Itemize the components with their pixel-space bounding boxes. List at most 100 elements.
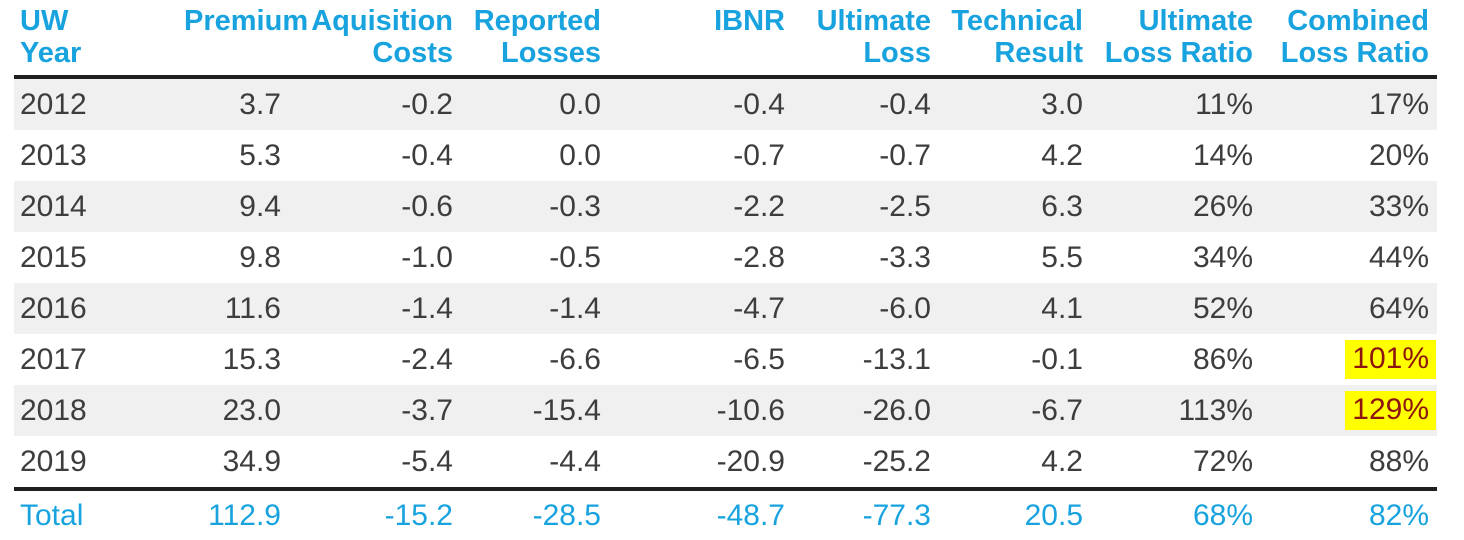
cell-ibnr: -0.7 [733,138,785,172]
cell-ultimate_loss_ratio: 34% [1192,240,1253,274]
cell-combined_loss_ratio: 20% [1368,138,1429,172]
cell-ultimate_loss: -25.2 [862,444,931,478]
cell-ultimate_loss: -3.3 [879,240,931,274]
cell-premium: 5.3 [239,138,281,172]
column-header-ibnr: IBNR [609,0,793,79]
cell-combined_loss_ratio: 101% [1261,334,1437,385]
cell-acquisition_costs: -0.2 [401,87,453,121]
cell-reported_losses: -0.5 [549,240,601,274]
cell-acquisition_costs: -2.4 [401,342,453,376]
cell-reported_losses: -28.5 [461,487,609,540]
cell-combined_loss_ratio: 82% [1261,487,1437,540]
cell-reported_losses: -1.4 [549,291,601,325]
cell-reported_losses: 0.0 [559,138,601,172]
cell-premium: 11.6 [224,291,281,325]
table-row-2017: 2017 15.3 -2.4 -6.6 -6.5 -13.1 -0.1 86% 101% [14,334,1437,385]
cell-reported_losses: 0.0 [559,87,601,121]
cell-ibnr: -0.4 [733,87,785,121]
table-row-2012: 2012 3.7 -0.2 0.0 -0.4 -0.4 3.0 11% 17% [14,77,1437,130]
total-row: Total 112.9 -15.2 -28.5 -48.7 -77.3 20.5 68% 82% [14,487,1437,540]
table-row-2018: 2018 23.0 -3.7 -15.4 -10.6 -26.0 -6.7 113% 129% [14,385,1437,436]
column-header-reported_losses: Reported Losses [461,0,609,79]
column-header-acquisition_costs: Aquisition Costs [289,0,461,79]
cell-uw_year: 2019 [20,444,87,478]
table-row-2019: 2019 34.9 -5.4 -4.4 -20.9 -25.2 4.2 72% 88% [14,436,1437,489]
cell-acquisition_costs: -0.4 [401,138,453,172]
cell-ultimate_loss_ratio: 68% [1091,487,1261,540]
cell-ultimate_loss_ratio: 72% [1192,444,1253,478]
cell-combined_loss_ratio: 17% [1368,87,1429,121]
cell-premium: 112.9 [184,487,289,540]
column-header-premium: Premium [184,0,308,79]
table-row-2014: 2014 9.4 -0.6 -0.3 -2.2 -2.5 6.3 26% 33% [14,181,1437,232]
cell-acquisition_costs: -15.2 [289,487,461,540]
cell-combined_loss_ratio: 129% [1261,385,1437,436]
cell-ibnr: -4.7 [733,291,785,325]
cell-combined_loss_ratio: 88% [1368,444,1429,478]
cell-combined_loss_ratio: 64% [1368,291,1429,325]
table-header: UW Year Premium Aquisition Costs Reported L… [14,0,1437,79]
cell-ultimate_loss_ratio: 113% [1178,393,1253,427]
cell-ibnr: -20.9 [716,444,785,478]
cell-premium: 34.9 [222,444,281,478]
cell-acquisition_costs: -3.7 [401,393,453,427]
cell-uw_year: 2018 [20,393,87,427]
cell-acquisition_costs: -5.4 [401,444,453,478]
cell-uw_year: 2012 [20,87,87,121]
cell-ultimate_loss_ratio: 86% [1192,342,1253,376]
cell-ultimate_loss: -6.0 [879,291,931,325]
cell-combined_loss_ratio: 44% [1368,240,1429,274]
cell-ultimate_loss_ratio: 14% [1192,138,1253,172]
table-row-2016: 2016 11.6 -1.4 -1.4 -4.7 -6.0 4.1 52% 64% [14,283,1437,334]
uw-year-results-table: UW Year Premium Aquisition Costs Reported L… [14,0,1437,540]
cell-technical_result: 6.3 [1041,189,1083,223]
cell-reported_losses: -0.3 [549,189,601,223]
cell-reported_losses: -15.4 [532,393,601,427]
cell-ultimate_loss_ratio: 11% [1195,87,1253,121]
cell-premium: 3.7 [239,87,281,121]
cell-ultimate_loss: -26.0 [862,393,931,427]
cell-premium: 9.4 [239,189,281,223]
cell-uw_year: 2015 [20,240,87,274]
cell-ultimate_loss_ratio: 26% [1192,189,1253,223]
cell-uw_year: 2017 [20,342,87,376]
highlighted-loss-ratio: 129% [1345,391,1436,430]
cell-ultimate_loss: -13.1 [862,342,931,376]
table-body: 2012 3.7 -0.2 0.0 -0.4 -0.4 3.0 11% 17% 2013 5.3 -0… [14,77,1437,489]
cell-technical_result: 4.2 [1041,444,1083,478]
column-header-ultimate_loss: Ultimate Loss [793,0,939,79]
cell-combined_loss_ratio: 33% [1368,189,1429,223]
cell-acquisition_costs: -0.6 [401,189,453,223]
cell-premium: 9.8 [239,240,281,274]
cell-ultimate_loss_ratio: 52% [1192,291,1253,325]
cell-technical_result: -6.7 [1031,393,1083,427]
cell-ultimate_loss: -77.3 [793,487,939,540]
cell-ibnr: -2.2 [733,189,785,223]
cell-technical_result: -0.1 [1031,342,1083,376]
cell-premium: 23.0 [222,393,281,427]
cell-ultimate_loss: -0.4 [879,87,931,121]
cell-ultimate_loss: -0.7 [879,138,931,172]
cell-acquisition_costs: -1.0 [401,240,453,274]
cell-uw_year: 2016 [20,291,87,325]
cell-technical_result: 5.5 [1041,240,1083,274]
cell-uw_year: Total [14,487,184,540]
cell-reported_losses: -6.6 [549,342,601,376]
column-header-technical_result: Technical Result [939,0,1091,79]
cell-technical_result: 20.5 [939,487,1091,540]
cell-technical_result: 4.1 [1041,291,1083,325]
column-header-uw_year: UW Year [14,0,184,79]
table-row-2015: 2015 9.8 -1.0 -0.5 -2.8 -3.3 5.5 34% 44% [14,232,1437,283]
cell-ultimate_loss: -2.5 [879,189,931,223]
cell-premium: 15.3 [222,342,281,376]
cell-technical_result: 4.2 [1041,138,1083,172]
column-header-ultimate_loss_ratio: Ultimate Loss Ratio [1091,0,1261,79]
cell-ibnr: -48.7 [609,487,793,540]
cell-ibnr: -6.5 [733,342,785,376]
cell-uw_year: 2014 [20,189,87,223]
cell-technical_result: 3.0 [1041,87,1083,121]
table-row-2013: 2013 5.3 -0.4 0.0 -0.7 -0.7 4.2 14% 20% [14,130,1437,181]
cell-ibnr: -10.6 [716,393,785,427]
cell-reported_losses: -4.4 [549,444,601,478]
